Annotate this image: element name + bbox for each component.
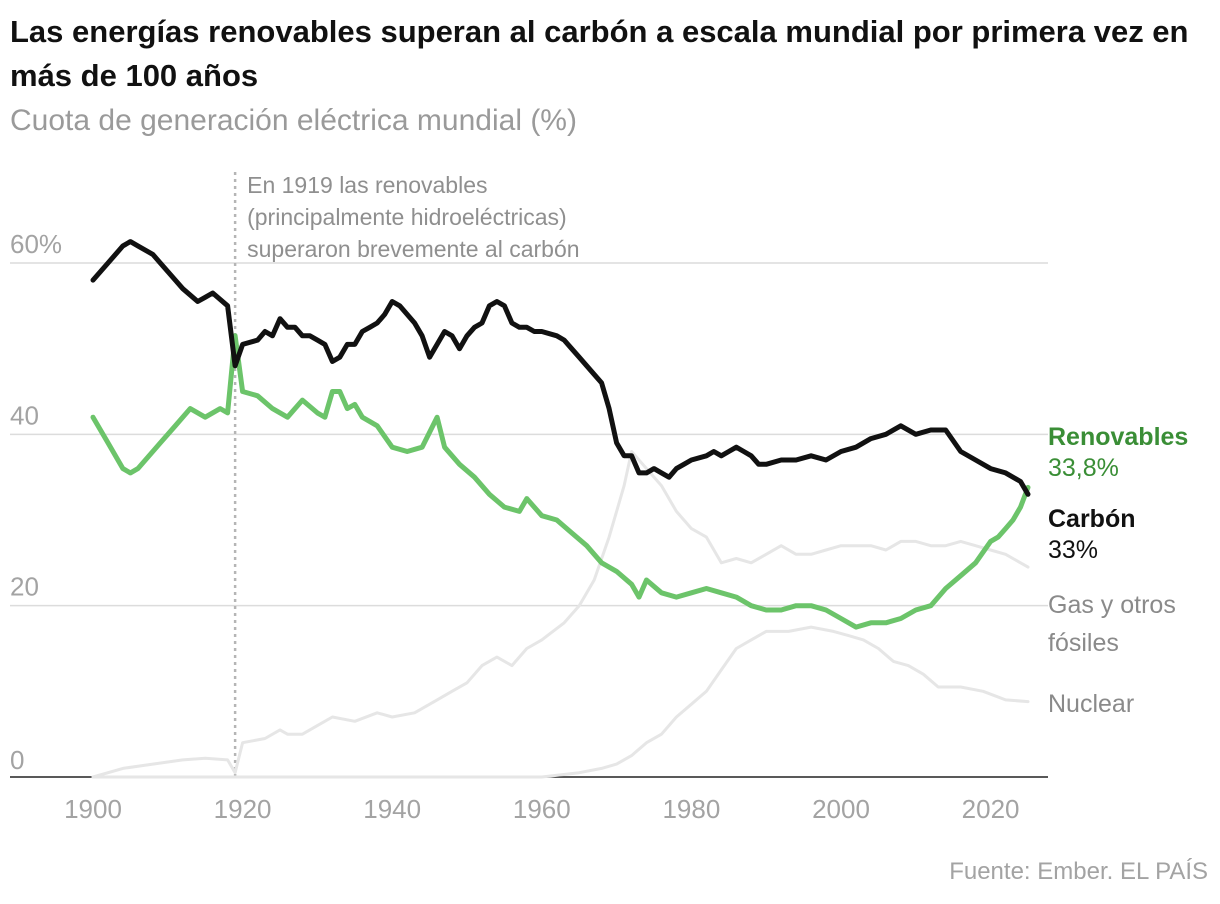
y-tick-label: 60% — [10, 229, 62, 259]
x-axis-ticks: 1900 1920 1940 1960 1980 2000 2020 — [64, 794, 1019, 824]
label-nuclear: Nuclear — [1048, 690, 1134, 718]
y-tick-label: 20 — [10, 572, 39, 602]
x-tick-label: 1980 — [662, 794, 720, 824]
x-tick-label: 1940 — [363, 794, 421, 824]
x-tick-label: 1900 — [64, 794, 122, 824]
label-gas: Gas y otros — [1048, 591, 1176, 619]
chart-subtitle: Cuota de generación eléctrica mundial (%… — [10, 104, 577, 137]
x-tick-label: 1920 — [214, 794, 272, 824]
y-tick-label: 40 — [10, 400, 39, 430]
source-note: Fuente: Ember. EL PAÍS — [949, 858, 1208, 885]
series-line-renovables — [90, 333, 1031, 630]
gridlines — [10, 262, 1048, 778]
series-lines — [90, 239, 1031, 779]
series-line-gas — [91, 450, 1030, 779]
annotation-text: (principalmente hidroeléctricas) — [247, 204, 567, 230]
series-line-carbon — [90, 239, 1031, 497]
value-renovables: 33,8% — [1048, 454, 1119, 482]
label-carbon: Carbón — [1048, 505, 1136, 533]
label-gas: fósiles — [1048, 629, 1119, 657]
annotation-text: superaron brevemente al carbón — [247, 236, 579, 262]
y-tick-label: 0 — [10, 745, 24, 775]
chart-title: Las energías renovables superan al carbó… — [10, 14, 1189, 93]
label-renovables: Renovables — [1048, 423, 1188, 451]
series-end-labels: Renovables 33,8% Carbón 33% Gas y otros fósil… — [1048, 423, 1188, 718]
x-tick-label: 2020 — [962, 794, 1020, 824]
x-tick-label: 1960 — [513, 794, 571, 824]
annotation-1919: En 1919 las renovables (principalmente hi… — [233, 172, 580, 777]
x-tick-label: 2000 — [812, 794, 870, 824]
value-carbon: 33% — [1048, 536, 1098, 564]
annotation-text: En 1919 las renovables — [247, 172, 487, 198]
series-line-nuclear — [91, 625, 1030, 779]
y-axis-ticks: 60% 40 20 0 — [10, 229, 62, 775]
